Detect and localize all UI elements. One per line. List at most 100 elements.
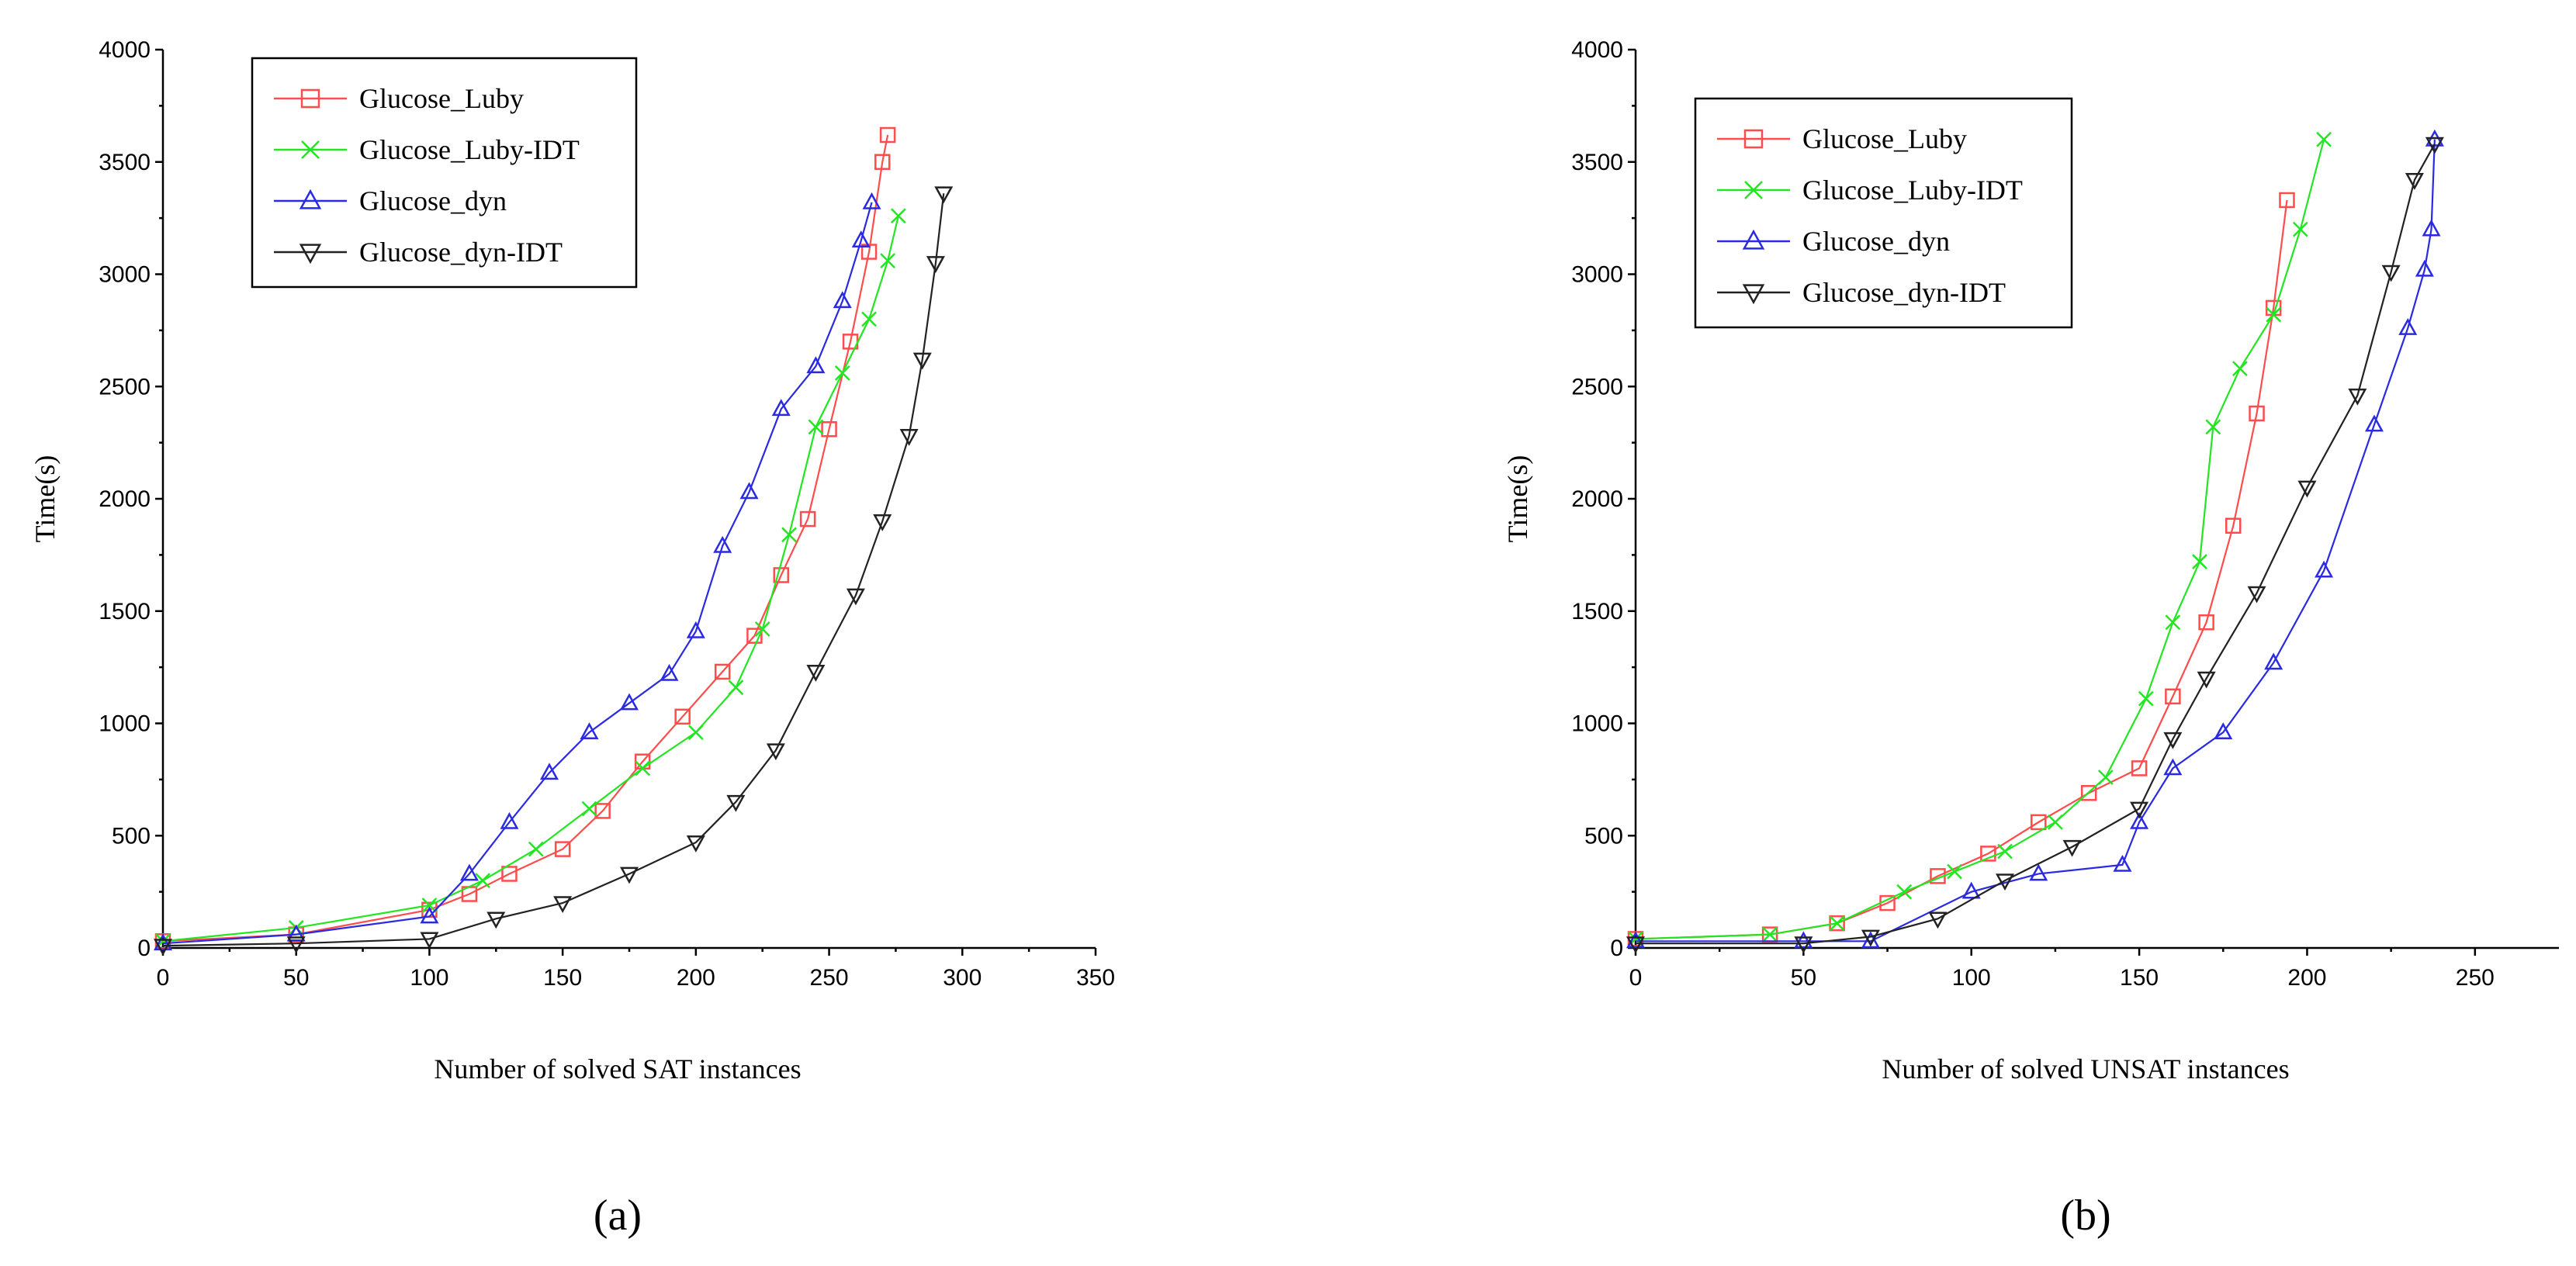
data-point xyxy=(2165,614,2181,631)
panel-label: (a) xyxy=(594,1192,642,1240)
data-point xyxy=(2405,173,2424,190)
data-point xyxy=(2048,814,2063,830)
x-tick-label: 300 xyxy=(943,965,982,991)
data-point xyxy=(2165,688,2181,705)
data-point xyxy=(806,665,826,682)
legend: Glucose_Luby Glucose_Luby-IDT Glucose_dyn G… xyxy=(1694,97,2073,329)
data-point xyxy=(1997,843,2013,860)
data-point xyxy=(2425,137,2444,154)
y-tick-label: 3500 xyxy=(99,150,151,175)
data-point xyxy=(553,896,573,914)
legend-marker xyxy=(1744,181,1763,199)
data-point xyxy=(726,794,746,812)
y-tick-label: 500 xyxy=(1584,823,1623,849)
y-tick-label: 0 xyxy=(1610,936,1623,961)
data-point xyxy=(2264,652,2283,670)
data-point xyxy=(926,256,945,273)
legend-label: Glucose_dyn-IDT xyxy=(359,237,563,268)
data-point xyxy=(799,510,816,528)
data-point xyxy=(1794,931,1813,949)
data-point xyxy=(619,866,639,884)
data-point xyxy=(890,208,906,224)
data-point xyxy=(153,933,173,951)
data-point xyxy=(862,192,881,209)
data-point xyxy=(674,708,691,725)
y-tick-label: 2500 xyxy=(1571,374,1623,400)
y-tick-label: 2000 xyxy=(99,486,151,512)
data-point xyxy=(539,763,559,780)
data-point xyxy=(880,253,896,269)
data-point xyxy=(594,803,611,819)
data-point xyxy=(739,482,759,500)
y-tick-label: 4000 xyxy=(99,37,151,63)
data-point xyxy=(619,693,639,711)
x-axis-title: Number of solved UNSAT instances xyxy=(1882,1053,2289,1084)
x-tick-label: 50 xyxy=(283,965,309,991)
data-point xyxy=(806,356,826,374)
data-point xyxy=(2247,586,2266,604)
legend: Glucose_Luby Glucose_Luby-IDT Glucose_dyn G… xyxy=(251,57,638,289)
data-point xyxy=(860,244,878,260)
y-tick-label: 3000 xyxy=(99,262,151,288)
data-point xyxy=(766,743,785,761)
series-line xyxy=(162,215,899,943)
data-point xyxy=(2249,405,2265,422)
legend-marker xyxy=(299,244,322,265)
data-point xyxy=(686,835,705,853)
legend-marker xyxy=(301,140,320,159)
series-Glucose_dyn-IDT xyxy=(153,186,954,956)
data-point xyxy=(808,419,824,435)
data-point xyxy=(635,760,651,777)
data-point xyxy=(420,906,439,924)
data-point xyxy=(286,936,306,954)
chart-panel-b: 0 500 1000 1500 2000 2500 3000 3500 4000 0 50 100 15… xyxy=(1502,37,2559,1240)
data-point xyxy=(713,535,732,553)
y-tick-label: 4000 xyxy=(1571,37,1623,63)
data-point xyxy=(821,421,837,438)
y-axis-title: Time(s) xyxy=(29,455,61,543)
y-tick-label: 1500 xyxy=(99,599,151,624)
data-point xyxy=(501,866,518,882)
data-point xyxy=(1995,873,2015,891)
data-point xyxy=(2422,219,2441,237)
data-point xyxy=(2097,770,2114,785)
data-point xyxy=(861,311,877,327)
data-point xyxy=(833,291,852,309)
y-tick-label: 2500 xyxy=(99,374,151,400)
data-point xyxy=(2138,690,2154,707)
series-Glucose_dyn xyxy=(1626,129,2444,949)
data-point xyxy=(1626,936,1646,954)
x-tick-label: 150 xyxy=(543,965,582,991)
legend-marker xyxy=(300,88,320,109)
data-point xyxy=(746,628,763,644)
data-point xyxy=(580,722,599,739)
data-point xyxy=(2163,732,2183,749)
data-point xyxy=(1794,936,1813,954)
data-point xyxy=(1896,884,1913,900)
series-line xyxy=(1636,139,2436,943)
legend-label: Glucose_dyn-IDT xyxy=(1802,277,2006,308)
data-point xyxy=(486,911,506,929)
data-point xyxy=(2398,318,2418,335)
x-tick-label: 100 xyxy=(1952,965,1991,991)
data-point xyxy=(2266,306,2282,323)
data-point xyxy=(420,932,439,950)
series-Glucose_dyn-IDT xyxy=(1626,137,2444,954)
data-point xyxy=(2205,419,2221,435)
data-point xyxy=(286,924,306,942)
data-point xyxy=(2130,801,2149,819)
legend-marker xyxy=(1742,229,1765,250)
data-point xyxy=(934,186,954,204)
data-point xyxy=(2080,784,2097,801)
data-point xyxy=(1928,911,1948,929)
data-point xyxy=(2214,722,2233,739)
data-point xyxy=(2316,131,2332,147)
data-point xyxy=(554,841,571,857)
data-point xyxy=(2232,361,2248,376)
x-tick-label: 150 xyxy=(2120,965,2159,991)
data-point xyxy=(899,429,919,446)
data-point xyxy=(912,352,932,370)
series-line xyxy=(1635,139,2325,940)
